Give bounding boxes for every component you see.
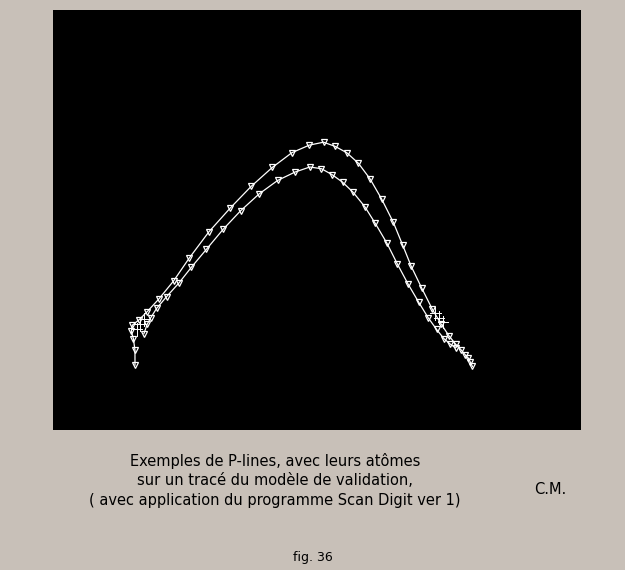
Text: C.M.: C.M. xyxy=(534,482,566,496)
Text: ( avec application du programme Scan Digit ver 1): ( avec application du programme Scan Dig… xyxy=(89,493,461,508)
Text: fig. 36: fig. 36 xyxy=(292,551,332,564)
Text: Exemples de P-lines, avec leurs atômes: Exemples de P-lines, avec leurs atômes xyxy=(130,453,420,469)
Text: sur un tracé du modèle de validation,: sur un tracé du modèle de validation, xyxy=(137,473,413,488)
